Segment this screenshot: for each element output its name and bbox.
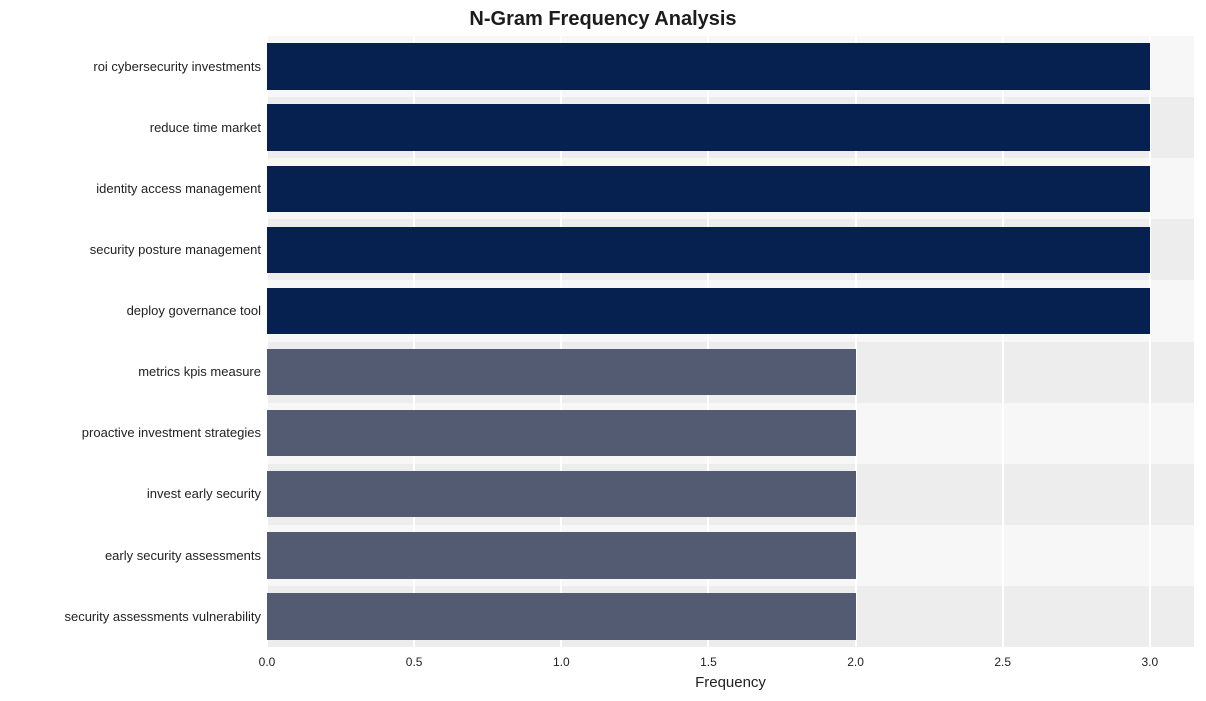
x-axis-label: Frequency [267, 674, 1194, 691]
x-tick-label: 1.5 [700, 655, 717, 669]
y-tick-label: early security assessments [105, 548, 261, 563]
bar [267, 227, 1150, 273]
y-tick-label: metrics kpis measure [138, 364, 261, 379]
chart-title: N-Gram Frequency Analysis [0, 8, 1206, 31]
y-tick-label: security posture management [90, 242, 261, 257]
bar [267, 349, 856, 395]
y-tick-label: invest early security [147, 486, 261, 501]
bar [267, 166, 1150, 212]
bar [267, 410, 856, 456]
bar [267, 593, 856, 639]
y-tick-label: identity access management [96, 181, 261, 196]
plot-area [267, 36, 1194, 647]
bar [267, 532, 856, 578]
bar [267, 104, 1150, 150]
x-tick-label: 2.5 [994, 655, 1011, 669]
x-tick-label: 2.0 [847, 655, 864, 669]
y-tick-label: roi cybersecurity investments [93, 59, 261, 74]
x-tick-label: 0.0 [259, 655, 276, 669]
y-tick-label: deploy governance tool [127, 303, 261, 318]
bar [267, 288, 1150, 334]
y-tick-label: reduce time market [150, 120, 261, 135]
x-tick-label: 0.5 [406, 655, 423, 669]
bar [267, 471, 856, 517]
x-tick-label: 3.0 [1142, 655, 1159, 669]
y-tick-label: proactive investment strategies [82, 425, 261, 440]
y-tick-label: security assessments vulnerability [64, 609, 261, 624]
ngram-frequency-chart: N-Gram Frequency Analysis roi cybersecuri… [0, 0, 1206, 701]
x-tick-label: 1.0 [553, 655, 570, 669]
bar [267, 43, 1150, 89]
